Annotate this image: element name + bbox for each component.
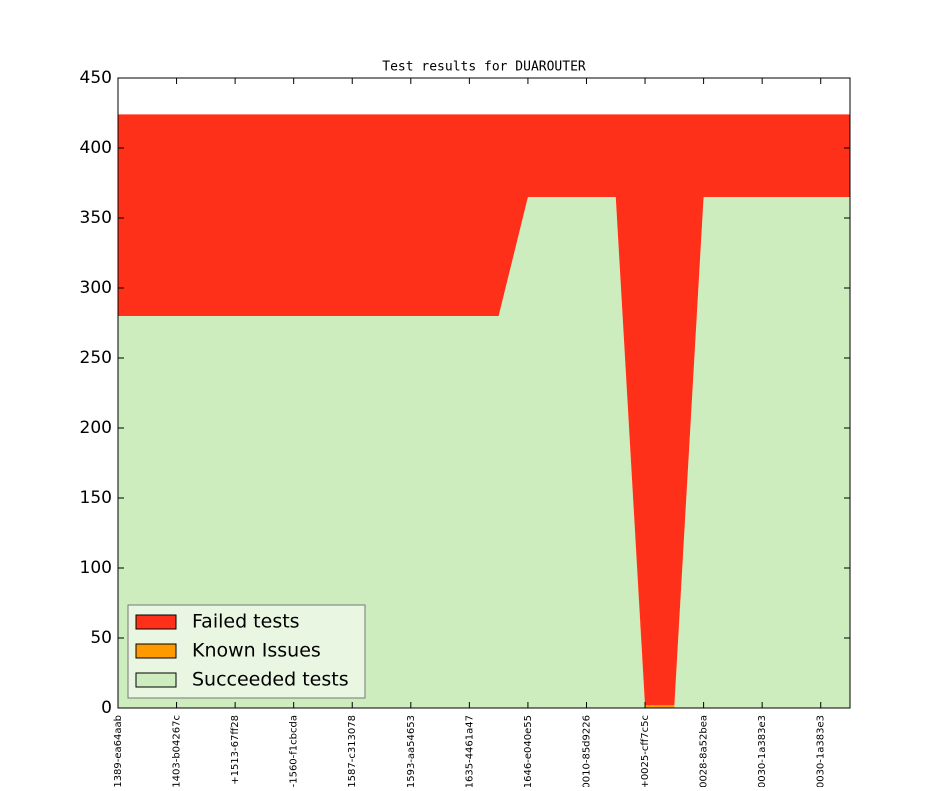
area bbox=[118, 197, 850, 708]
y-tick-label: 0 bbox=[101, 698, 112, 718]
x-tick-label: 1593-aa54653 bbox=[406, 715, 417, 787]
x-tick-label: 0028-8a52bea bbox=[699, 715, 710, 787]
legend-swatch bbox=[135, 614, 177, 630]
y-tick-label: 50 bbox=[90, 628, 112, 648]
x-tick-label: 0030-1a383e3 bbox=[816, 715, 827, 787]
area bbox=[118, 114, 850, 706]
legend-label: Succeeded tests bbox=[192, 669, 349, 691]
y-tick-label: 400 bbox=[80, 138, 112, 158]
y-tick-label: 300 bbox=[80, 278, 112, 298]
y-tick-label: 200 bbox=[80, 418, 112, 438]
legend: Failed tests Known Issues Succeeded tests bbox=[127, 604, 366, 699]
x-tick-label: +0025-cff7c5c bbox=[640, 715, 651, 787]
chart-title: Test results for DUAROUTER bbox=[382, 60, 586, 75]
x-tick-label: +1513-67ff28 bbox=[230, 715, 241, 785]
legend-swatch bbox=[135, 672, 177, 688]
x-tick-label: 0010-85d9226 bbox=[581, 715, 592, 787]
y-tick-label: 350 bbox=[80, 208, 112, 228]
y-tick-label: 250 bbox=[80, 348, 112, 368]
x-tick-label: 0030-1a383e3 bbox=[757, 715, 768, 787]
x-tick-label: 1587-c313078 bbox=[347, 715, 358, 787]
x-tick-label: 1389-ea64aab bbox=[113, 715, 124, 787]
legend-label: Known Issues bbox=[192, 640, 321, 662]
plot-frame bbox=[117, 77, 851, 709]
x-tick-label: -1560-f1cbcda bbox=[289, 715, 300, 787]
legend-label: Failed tests bbox=[192, 611, 300, 633]
y-tick-label: 450 bbox=[80, 68, 112, 88]
y-tick-label: 100 bbox=[80, 558, 112, 578]
x-tick-label: 1635-4461a47 bbox=[464, 715, 475, 787]
legend-swatch bbox=[135, 643, 177, 659]
x-tick-label: 1403-b04267c bbox=[172, 715, 183, 787]
x-tick-label: 1646-e040e55 bbox=[523, 715, 534, 787]
y-tick-label: 150 bbox=[80, 488, 112, 508]
